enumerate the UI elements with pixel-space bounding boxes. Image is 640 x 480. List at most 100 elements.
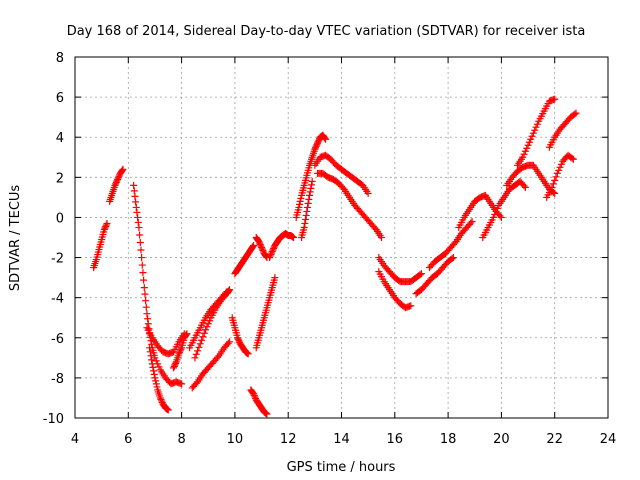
data-point — [255, 238, 263, 246]
data-point — [172, 359, 180, 367]
x-tick-label: 4 — [71, 432, 79, 447]
data-point — [206, 317, 214, 325]
data-point — [301, 219, 309, 227]
y-tick-label: -4 — [51, 292, 64, 307]
data-point — [138, 254, 146, 262]
data-point — [136, 239, 144, 247]
data-point — [178, 380, 186, 388]
data-point — [290, 234, 298, 241]
data-point — [552, 173, 560, 181]
series-track-j — [228, 314, 252, 358]
data-point — [493, 204, 501, 212]
data-point — [268, 248, 276, 256]
data-point — [524, 141, 532, 149]
data-point — [114, 175, 122, 183]
data-point — [192, 379, 200, 387]
data-point — [171, 361, 179, 369]
y-tick-label: 4 — [56, 131, 64, 146]
data-point — [314, 138, 322, 146]
data-point — [103, 219, 111, 227]
data-point — [296, 200, 304, 208]
data-point — [115, 172, 123, 180]
data-point — [300, 223, 308, 231]
data-point — [304, 199, 312, 207]
data-point — [152, 380, 160, 388]
data-point — [315, 136, 323, 144]
y-tick-label: -2 — [51, 252, 64, 267]
data-point — [118, 166, 126, 174]
data-point — [269, 246, 277, 254]
data-point — [258, 245, 266, 253]
data-point — [214, 353, 222, 361]
data-point — [138, 261, 146, 269]
data-point — [308, 177, 316, 185]
data-point — [297, 194, 305, 202]
data-point — [130, 181, 138, 189]
series-track-l — [247, 386, 271, 418]
data-point — [521, 147, 529, 155]
series-track-r — [311, 151, 372, 197]
data-point — [183, 330, 191, 338]
data-point — [250, 391, 258, 399]
data-point — [164, 406, 172, 414]
data-point — [304, 203, 312, 211]
data-point — [364, 189, 372, 197]
data-point — [177, 345, 185, 353]
data-point — [339, 184, 347, 192]
data-point — [148, 360, 156, 368]
data-point — [449, 254, 457, 262]
series-track-d — [146, 344, 172, 414]
grid — [75, 57, 608, 418]
data-point — [249, 243, 257, 251]
series-track-v — [412, 254, 457, 298]
data-point — [158, 397, 166, 405]
data-point — [130, 187, 138, 195]
data-point — [528, 132, 536, 140]
data-point — [371, 224, 379, 232]
data-point — [202, 326, 210, 334]
data-point — [468, 217, 476, 225]
data-point — [407, 302, 415, 310]
data-point — [302, 211, 310, 219]
data-point — [100, 225, 108, 233]
data-point — [306, 188, 314, 196]
data-point — [142, 297, 150, 305]
data-point — [256, 239, 264, 247]
y-tick-label: 8 — [56, 51, 64, 66]
data-point — [131, 192, 139, 200]
y-tick-label: -6 — [51, 332, 64, 347]
data-point — [271, 274, 279, 282]
data-point — [143, 310, 151, 318]
data-point — [267, 251, 275, 259]
data-point — [492, 207, 500, 215]
data-point — [196, 340, 204, 348]
x-tick-label: 22 — [546, 432, 563, 447]
data-point — [532, 123, 540, 131]
data-point — [146, 348, 154, 356]
data-point — [137, 246, 145, 254]
x-tick-label: 24 — [600, 432, 617, 447]
series-track-y — [479, 177, 529, 241]
series-track-u — [375, 268, 415, 312]
data-point — [533, 120, 541, 128]
data-point — [144, 315, 152, 323]
y-tick-label: -10 — [43, 412, 64, 427]
series-track-p — [292, 131, 330, 221]
data-point — [268, 249, 276, 257]
data-point — [569, 155, 577, 163]
data-point — [521, 183, 529, 191]
data-point — [523, 144, 531, 152]
data-point — [102, 221, 110, 229]
data-point — [557, 160, 565, 168]
data-point — [258, 244, 266, 252]
data-point — [170, 364, 178, 372]
data-point — [234, 334, 242, 342]
data-point — [313, 141, 321, 149]
data-point — [311, 145, 319, 153]
data-point — [256, 241, 264, 249]
data-point — [303, 207, 311, 215]
data-point — [175, 350, 183, 358]
x-tick-label: 6 — [124, 432, 132, 447]
x-tick-label: 18 — [440, 432, 457, 447]
